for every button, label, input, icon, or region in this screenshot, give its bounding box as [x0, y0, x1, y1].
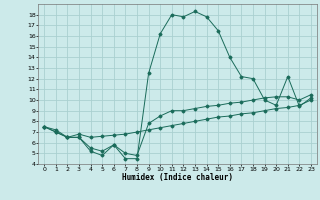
X-axis label: Humidex (Indice chaleur): Humidex (Indice chaleur): [122, 173, 233, 182]
